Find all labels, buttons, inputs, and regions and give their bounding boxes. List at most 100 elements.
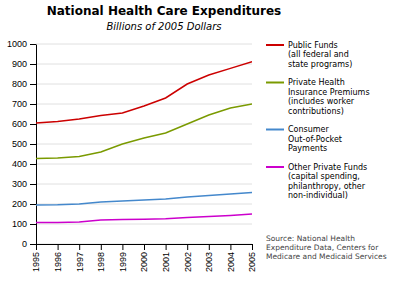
y-tick-mark [30,44,36,45]
legend-label-line: Consumer [288,125,330,134]
x-tick-label: 1996 [53,252,63,272]
y-tick-mark [30,184,36,185]
legend-swatch [266,129,284,131]
x-tick-mark [58,244,59,250]
y-tick-label: 1000 [7,39,27,49]
y-axis-line [36,45,37,245]
legend-label-line: Public Funds [288,41,338,50]
x-tick-mark [166,244,167,250]
y-tick: 500 [12,139,36,149]
legend-swatch [266,82,284,84]
y-tick: 300 [12,179,36,189]
legend-label-line: (all federal and [288,50,349,59]
y-tick-label: 100 [12,219,27,229]
legend-label: ConsumerOut-of-PocketPayments [288,125,342,153]
grid-line [36,104,252,105]
y-tick-mark [30,104,36,105]
legend-label-line: non-individual) [288,191,348,200]
y-tick-mark [30,84,36,85]
y-tick-mark [30,124,36,125]
annotation-line: Expenditure Data, Centers for [266,243,379,252]
x-tick-label: 2004 [226,252,236,272]
legend-label-line: philanthropy, other [288,182,366,191]
x-tick-mark [144,244,145,250]
series-line [36,62,252,123]
y-tick-label: 0 [22,239,27,249]
x-tick-label: 2001 [161,252,171,272]
x-tick-mark [230,244,231,250]
x-tick-label: 2005 [247,252,257,272]
x-tick: 1997 [75,244,85,272]
legend-label-line: Payments [288,144,327,153]
x-tick-label: 1998 [96,252,106,272]
chart: National Health Care Expenditures Billion… [0,0,415,282]
y-tick-mark [30,144,36,145]
x-tick-mark [209,244,210,250]
series-line [36,104,252,159]
series-line [36,214,252,222]
x-tick: 2003 [204,244,214,272]
x-tick-mark [36,244,37,250]
grid-line [36,164,252,165]
x-tick: 1996 [53,244,63,272]
x-tick-label: 2000 [139,252,149,272]
x-tick-mark [252,244,253,250]
x-tick-label: 2003 [204,252,214,272]
x-tick: 1999 [118,244,128,272]
x-tick-label: 1995 [31,252,41,272]
x-tick-label: 1997 [75,252,85,272]
legend-swatch [266,166,284,168]
legend-label-line: state programs) [288,60,352,69]
x-tick: 2004 [226,244,236,272]
y-tick-mark [30,204,36,205]
x-tick: 2000 [139,244,149,272]
y-tick-label: 700 [12,99,27,109]
legend-label-line: contributions) [288,107,344,116]
grid-line [36,124,252,125]
y-tick-label: 900 [12,59,27,69]
legend-label: Public Funds(all federal andstate progra… [288,41,352,69]
annotation-line: Medicare and Medicaid Services [266,252,387,261]
y-tick: 0 [22,239,36,249]
y-tick-label: 500 [12,139,27,149]
x-tick-mark [79,244,80,250]
x-tick: 1998 [96,244,106,272]
legend-label: Other Private Funds(capital spending,phi… [288,163,367,201]
x-tick-mark [101,244,102,250]
title: National Health Care Expenditures [47,4,282,18]
y-tick: 600 [12,119,36,129]
annotation-line: Source: National Health [266,234,355,243]
x-tick-label: 2002 [183,252,193,272]
y-tick-mark [30,244,36,245]
grid-line [36,64,252,65]
grid-line [36,144,252,145]
legend-label-line: Private Health [288,78,345,87]
x-tick: 2005 [247,244,257,272]
grid-line [36,224,252,225]
x-tick: 2001 [161,244,171,272]
grid [36,44,252,244]
legend-label: Private HealthInsurance Premiums(include… [288,78,370,116]
x-axis: 1995 1996 1997 1998 1999 2000 2001 2002 2003 2004… [31,244,257,272]
x-tick: 1995 [31,244,41,272]
x-tick-label: 1999 [118,252,128,272]
legend-label-line: (includes worker [288,97,355,106]
y-tick-label: 200 [12,199,27,209]
y-tick-mark [30,224,36,225]
y-axis: 0 100 200 300 400 500 600 700 800 900 1000 [7,39,37,249]
y-tick-label: 400 [12,159,27,169]
y-tick: 1000 [7,39,36,49]
legend-label-line: Insurance Premiums [288,88,370,97]
y-tick: 700 [12,99,36,109]
legend-swatch [266,44,284,46]
y-tick-label: 300 [12,179,27,189]
grid-line [36,184,252,185]
subtitle: Billions of 2005 Dollars [106,21,221,32]
y-tick-label: 800 [12,79,27,89]
legend-label-line: Other Private Funds [288,163,367,172]
series-line [36,192,252,205]
y-tick-mark [30,64,36,65]
lines [36,62,252,223]
grid-line [36,44,252,45]
y-tick: 900 [12,59,36,69]
